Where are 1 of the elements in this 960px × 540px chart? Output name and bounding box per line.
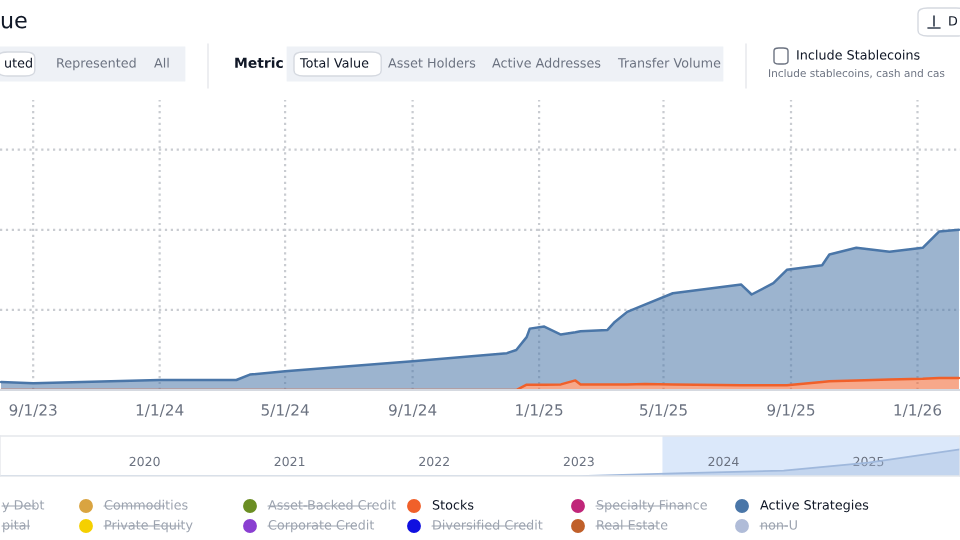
chart-title: ue xyxy=(1,15,27,29)
